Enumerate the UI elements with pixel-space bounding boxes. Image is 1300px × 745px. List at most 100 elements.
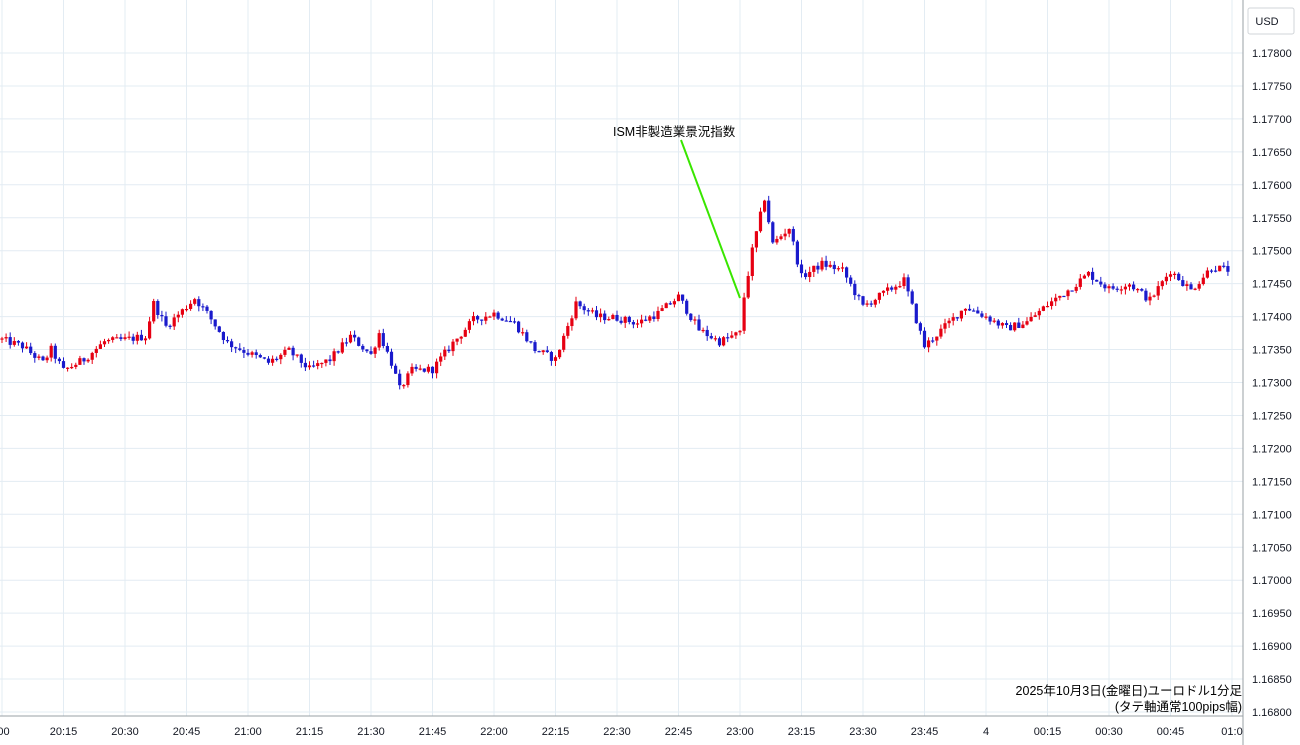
candle-body: [168, 325, 172, 327]
candle: [1045, 301, 1050, 308]
candle: [726, 332, 730, 343]
time-tick-label: 20:15: [50, 726, 78, 738]
candle: [951, 313, 955, 326]
candle: [242, 346, 246, 358]
candle: [660, 305, 664, 312]
candle: [570, 315, 574, 331]
candle-body: [713, 338, 717, 340]
candle-body: [853, 283, 857, 296]
candle-body: [189, 303, 193, 309]
time-tick-label: 23:30: [849, 726, 877, 738]
candle-body: [299, 354, 303, 363]
candle: [1091, 267, 1095, 285]
candle-body: [484, 316, 488, 321]
candle-body: [918, 323, 922, 331]
candle-body: [430, 366, 435, 374]
candle-body: [910, 291, 914, 304]
candle: [664, 302, 668, 309]
candle-body: [529, 341, 533, 343]
candle-body: [410, 366, 414, 374]
candle-body: [209, 310, 213, 320]
candle: [832, 261, 836, 275]
candle: [754, 231, 758, 253]
candle-body: [1168, 274, 1173, 277]
candle: [1082, 274, 1086, 279]
candle-body: [648, 316, 652, 321]
candle-body: [685, 300, 689, 314]
time-tick-label: 00:30: [1095, 726, 1123, 738]
candle-body: [1136, 289, 1140, 291]
time-tick-label: 01:0: [1221, 726, 1242, 738]
candle-body: [775, 238, 779, 243]
candle-body: [570, 318, 574, 327]
candle-body: [49, 345, 53, 358]
candle: [94, 346, 98, 358]
candle: [541, 349, 545, 355]
candle: [927, 337, 931, 353]
candle-body: [1123, 286, 1127, 290]
candle-body: [373, 347, 377, 354]
candle-body: [1045, 305, 1050, 308]
candle: [275, 356, 279, 362]
candle: [336, 350, 340, 354]
candle-body: [693, 319, 697, 321]
candle-body: [558, 349, 562, 358]
candle-body: [865, 303, 869, 305]
candle: [66, 367, 70, 372]
candle: [20, 341, 25, 353]
candle: [45, 355, 49, 363]
candle-body: [836, 268, 840, 270]
candle-body: [115, 337, 119, 339]
candle: [262, 357, 266, 360]
candle: [594, 305, 599, 321]
candle: [656, 306, 660, 322]
candle: [1103, 282, 1107, 292]
candle: [1054, 293, 1058, 306]
candle: [37, 354, 41, 361]
candle: [972, 308, 976, 312]
price-tick-label: 1.17750: [1252, 81, 1292, 93]
time-axis-ticks: :00 20:15 20:30 20:45 21:00 21:15 21:30 21:45 22…: [0, 726, 1243, 738]
candle: [722, 335, 726, 347]
candle: [283, 346, 287, 358]
candle-body: [840, 267, 845, 269]
candle: [1000, 322, 1004, 329]
candle-body: [627, 316, 631, 323]
candle: [4, 333, 8, 342]
candle: [890, 285, 894, 292]
candle: [172, 313, 176, 330]
currency-button[interactable]: [1247, 7, 1295, 35]
candle: [533, 340, 537, 354]
price-tick-label: 1.16850: [1252, 674, 1292, 686]
candle: [332, 348, 336, 366]
candle: [344, 337, 348, 347]
price-tick-label: 1.17250: [1252, 410, 1292, 422]
candle: [611, 313, 615, 320]
candle-body: [1140, 289, 1144, 291]
price-tick-label: 1.16800: [1252, 707, 1292, 719]
candle-body: [517, 321, 521, 333]
candle: [820, 257, 824, 272]
candle-body: [1173, 273, 1177, 275]
candle: [156, 299, 160, 319]
candle-body: [1095, 279, 1099, 282]
candle-body: [82, 358, 86, 362]
candle-body: [574, 301, 578, 319]
candle-body: [832, 264, 836, 270]
candle: [840, 262, 845, 273]
candle-body: [102, 341, 107, 345]
candle-body: [1041, 306, 1045, 311]
candle-body: [1004, 323, 1009, 326]
candle: [484, 312, 488, 325]
candle-body: [463, 329, 467, 337]
candle-body: [385, 346, 389, 352]
candle-body: [927, 340, 931, 348]
candle-body: [164, 316, 168, 326]
candle-body: [988, 316, 992, 322]
candle: [410, 363, 414, 376]
candle: [738, 330, 742, 336]
candle: [1041, 305, 1045, 312]
candle-body: [1058, 295, 1062, 298]
candle: [812, 265, 816, 277]
candle-body: [37, 356, 41, 358]
